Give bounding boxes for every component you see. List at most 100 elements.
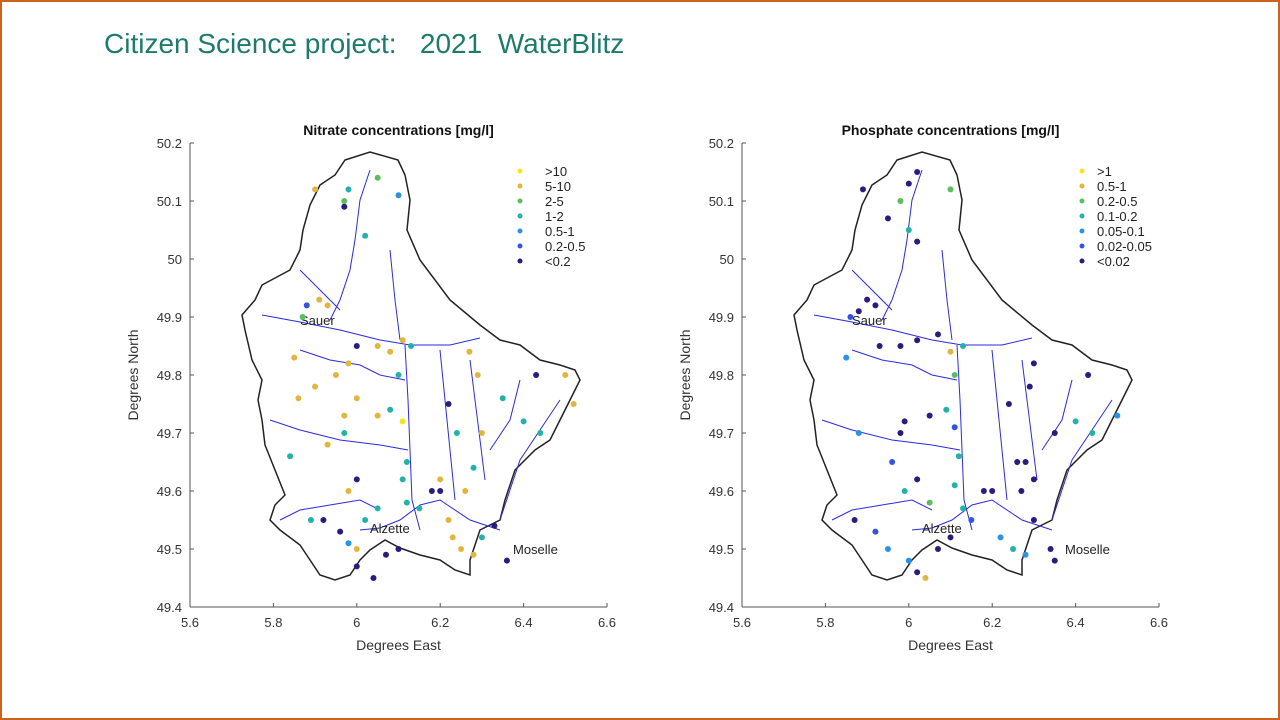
data-point — [374, 412, 381, 419]
data-point — [570, 401, 577, 407]
data-point — [1030, 360, 1037, 367]
x-tick-label: 5.6 — [733, 615, 751, 630]
data-point — [353, 343, 360, 349]
place-label-alzette: Alzette — [922, 521, 962, 536]
data-point — [960, 343, 967, 349]
data-point — [395, 372, 402, 378]
data-point — [947, 348, 954, 355]
legend-marker — [1079, 228, 1085, 234]
data-point — [428, 488, 435, 494]
x-axis-label: Degrees East — [356, 637, 441, 653]
river-line — [389, 249, 401, 341]
data-point — [901, 488, 908, 494]
data-point — [399, 337, 406, 344]
legend-label: 1-2 — [545, 209, 564, 224]
x-tick-label: 6.4 — [1067, 615, 1085, 630]
data-point — [1072, 418, 1079, 425]
river-line — [821, 419, 961, 451]
data-point — [345, 186, 352, 193]
y-tick-label: 49.9 — [157, 310, 182, 325]
data-point — [341, 412, 348, 419]
legend-marker — [1079, 213, 1085, 219]
data-point — [1018, 488, 1025, 494]
river-line — [261, 314, 481, 346]
data-point — [997, 534, 1004, 541]
data-point — [399, 418, 406, 425]
slide-title: Citizen Science project: 2021 WaterBlitz — [104, 28, 625, 59]
data-point — [1010, 546, 1017, 552]
data-point — [537, 430, 544, 436]
data-point — [1022, 551, 1029, 558]
border-outline — [241, 151, 581, 581]
data-point — [947, 186, 954, 193]
data-point — [855, 308, 862, 315]
data-point — [437, 488, 444, 494]
x-tick-label: 6 — [353, 615, 360, 630]
legend-marker — [517, 168, 523, 174]
river-line — [439, 349, 456, 501]
y-tick-label: 50.1 — [157, 194, 182, 209]
river-line — [851, 349, 958, 381]
data-point — [399, 476, 406, 483]
river-line — [813, 314, 1033, 346]
data-point — [951, 424, 958, 431]
y-tick-label: 49.6 — [709, 484, 734, 499]
data-point — [926, 412, 933, 419]
legend-label: 0.5-1 — [545, 224, 575, 239]
place-label-sauer: Sauer — [852, 313, 887, 328]
data-point — [897, 198, 904, 204]
data-point — [307, 517, 314, 523]
legend-label: 0.02-0.05 — [1097, 239, 1152, 254]
legend-marker — [517, 183, 523, 189]
data-point — [474, 372, 481, 378]
data-point — [408, 343, 415, 349]
data-point — [370, 575, 377, 581]
data-point — [934, 546, 941, 552]
legend-marker — [517, 228, 523, 234]
y-axis-label: Degrees North — [125, 329, 141, 420]
x-tick-label: 5.6 — [181, 615, 199, 630]
data-point — [914, 569, 921, 576]
y-tick-label: 50 — [720, 252, 734, 267]
x-tick-label: 5.8 — [816, 615, 834, 630]
data-point — [1051, 557, 1058, 564]
river-line — [1021, 359, 1038, 481]
y-tick-label: 49.5 — [157, 542, 182, 557]
data-point — [374, 174, 381, 181]
river-line — [469, 359, 486, 481]
x-tick-label: 6.6 — [1150, 615, 1168, 630]
legend-marker — [1079, 183, 1085, 189]
river-line — [404, 344, 421, 531]
y-tick-label: 49.4 — [709, 600, 734, 615]
x-tick-label: 5.8 — [264, 615, 282, 630]
data-point — [387, 406, 394, 413]
data-point — [897, 430, 904, 436]
river-line — [299, 269, 341, 311]
data-point — [1089, 430, 1096, 436]
river-line — [1041, 379, 1073, 451]
data-point — [980, 488, 987, 494]
data-point — [458, 546, 465, 552]
data-point — [843, 354, 850, 361]
y-tick-label: 49.9 — [709, 310, 734, 325]
data-point — [445, 401, 452, 407]
data-point — [1005, 401, 1012, 407]
legend-label: 2-5 — [545, 194, 564, 209]
place-label-moselle: Moselle — [1065, 542, 1110, 557]
legend-marker — [1079, 198, 1085, 204]
data-point — [395, 192, 402, 199]
data-point — [320, 517, 327, 523]
legend-label: >1 — [1097, 164, 1112, 179]
y-tick-label: 50.2 — [157, 136, 182, 151]
data-point — [897, 343, 904, 349]
data-point — [922, 575, 929, 581]
data-point — [947, 534, 954, 541]
data-point — [478, 430, 485, 436]
data-point — [466, 348, 473, 355]
data-point — [353, 546, 360, 552]
legend-marker — [517, 198, 523, 204]
data-point — [299, 314, 306, 320]
river-line — [489, 379, 521, 451]
